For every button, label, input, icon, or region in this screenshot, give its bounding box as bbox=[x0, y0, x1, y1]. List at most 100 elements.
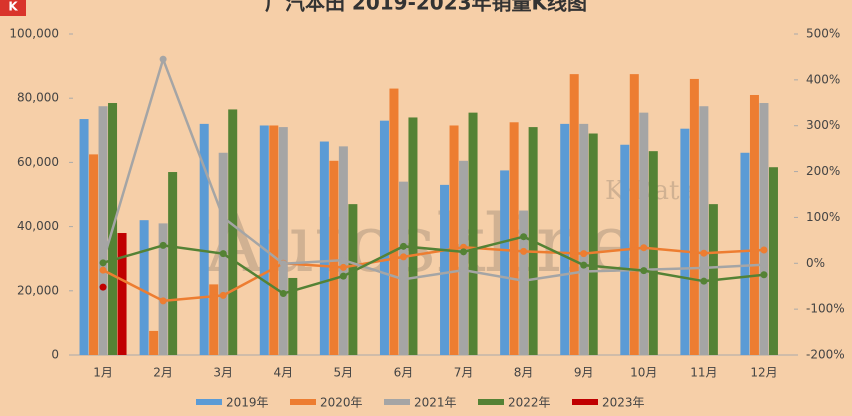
bar bbox=[759, 103, 769, 355]
line-point bbox=[399, 275, 407, 283]
bar bbox=[98, 106, 108, 355]
x-tick-label: 8月 bbox=[514, 366, 534, 380]
bar bbox=[449, 125, 459, 355]
bar bbox=[338, 146, 348, 355]
line-point bbox=[460, 248, 468, 256]
line-point bbox=[520, 247, 528, 255]
y2-tick-label: 500% bbox=[806, 27, 840, 41]
bar bbox=[348, 204, 358, 355]
line-point bbox=[580, 250, 588, 258]
x-tick-label: 10月 bbox=[630, 366, 657, 380]
y2-tick-label: 400% bbox=[806, 72, 840, 86]
line bbox=[102, 235, 765, 295]
legend-label: 2020年 bbox=[320, 396, 363, 410]
bar bbox=[408, 117, 418, 356]
legend-swatch bbox=[384, 399, 410, 405]
y-tick-label: 60,000 bbox=[17, 155, 59, 169]
line-point bbox=[460, 266, 468, 274]
line bbox=[101, 55, 765, 282]
y-tick-label: 20,000 bbox=[17, 283, 59, 297]
bar bbox=[199, 123, 209, 355]
line-point bbox=[520, 233, 528, 241]
line-point bbox=[279, 260, 287, 268]
bar bbox=[117, 233, 127, 355]
bar bbox=[579, 123, 589, 355]
y-tick-label: 40,000 bbox=[17, 219, 59, 233]
line-point bbox=[700, 264, 708, 272]
y2-tick-label: 0% bbox=[806, 256, 825, 270]
bar bbox=[680, 128, 690, 355]
bar bbox=[278, 127, 288, 355]
bar bbox=[459, 160, 469, 355]
bar bbox=[319, 141, 329, 355]
x-tick-label: 11月 bbox=[690, 366, 717, 380]
bar bbox=[749, 94, 759, 356]
line-point bbox=[700, 277, 708, 285]
bar bbox=[79, 119, 89, 355]
line-point bbox=[159, 297, 167, 305]
legend-swatch bbox=[478, 399, 504, 405]
line-point bbox=[339, 263, 347, 271]
bar bbox=[209, 284, 219, 355]
bar bbox=[259, 125, 269, 355]
bar bbox=[639, 112, 649, 356]
x-tick-label: 12月 bbox=[750, 366, 777, 380]
y2-tick-label: 300% bbox=[806, 118, 840, 132]
bar bbox=[629, 74, 639, 355]
x-tick-label: 5月 bbox=[334, 366, 354, 380]
line-point bbox=[399, 242, 407, 250]
bar bbox=[740, 152, 750, 355]
line-point bbox=[279, 290, 287, 298]
line-point bbox=[760, 246, 768, 254]
legend-swatch bbox=[196, 399, 222, 405]
line-point bbox=[219, 213, 227, 221]
line-point bbox=[99, 266, 107, 274]
y-tick-label: 100,000 bbox=[9, 27, 59, 41]
y2-tick-label: 100% bbox=[806, 210, 840, 224]
y2-tick-label: -100% bbox=[806, 302, 845, 316]
bar bbox=[648, 151, 658, 355]
y-tick-label: 80,000 bbox=[17, 91, 59, 105]
legend-label: 2021年 bbox=[414, 396, 457, 410]
line-point bbox=[520, 277, 528, 285]
bar bbox=[689, 78, 699, 355]
bar bbox=[398, 181, 408, 355]
line-point bbox=[760, 261, 768, 269]
line bbox=[102, 245, 765, 303]
bar bbox=[149, 330, 159, 355]
bar bbox=[588, 133, 598, 355]
bar bbox=[440, 184, 450, 355]
line-point bbox=[219, 291, 227, 299]
line-point bbox=[219, 250, 227, 258]
bar bbox=[269, 125, 279, 355]
bar bbox=[379, 120, 389, 355]
x-tick-label: 1月 bbox=[93, 366, 113, 380]
bar bbox=[288, 277, 298, 355]
chart-title: 广汽本田 2019-2023年销量K线图 bbox=[265, 0, 587, 15]
x-tick-label: 2月 bbox=[153, 366, 173, 380]
bar bbox=[768, 167, 778, 355]
x-tick-label: 6月 bbox=[394, 366, 414, 380]
line-point bbox=[760, 271, 768, 279]
x-tick-label: 3月 bbox=[213, 366, 233, 380]
bar bbox=[168, 172, 178, 355]
line-point bbox=[99, 259, 107, 267]
line-point bbox=[159, 241, 167, 249]
y2-tick-label: -200% bbox=[806, 348, 845, 362]
line-point bbox=[640, 244, 648, 252]
x-tick-label: 7月 bbox=[454, 366, 474, 380]
logo: K bbox=[8, 0, 18, 14]
line-point bbox=[700, 249, 708, 257]
bar bbox=[699, 106, 709, 355]
y-tick-label: 0 bbox=[51, 348, 59, 362]
legend-label: 2022年 bbox=[508, 396, 551, 410]
legend-label: 2019年 bbox=[226, 396, 269, 410]
bar bbox=[228, 109, 238, 355]
line-point bbox=[339, 256, 347, 264]
x-tick-label: 9月 bbox=[574, 366, 594, 380]
legend-label: 2023年 bbox=[602, 396, 645, 410]
logo-box bbox=[0, 0, 26, 16]
bar bbox=[389, 88, 399, 355]
line-point bbox=[640, 267, 648, 275]
